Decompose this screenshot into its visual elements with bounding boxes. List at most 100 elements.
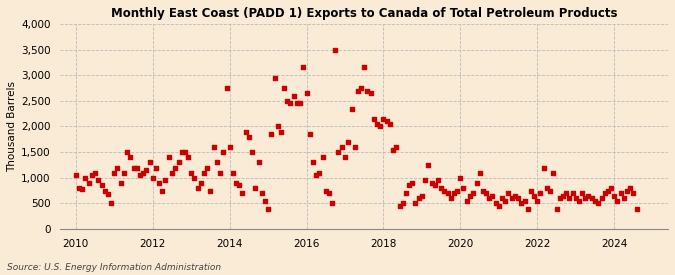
Point	[269, 76, 280, 80]
Point	[464, 194, 475, 198]
Point	[414, 196, 425, 200]
Point	[115, 181, 126, 185]
Point	[263, 206, 273, 211]
Point	[583, 194, 594, 198]
Point	[138, 170, 148, 175]
Point	[587, 196, 597, 200]
Point	[593, 201, 603, 206]
Point	[439, 188, 450, 193]
Point	[189, 175, 200, 180]
Point	[327, 201, 338, 206]
Point	[294, 101, 305, 106]
Point	[173, 160, 184, 165]
Point	[356, 86, 367, 90]
Point	[308, 160, 319, 165]
Y-axis label: Thousand Barrels: Thousand Barrels	[7, 81, 17, 172]
Point	[74, 186, 84, 190]
Point	[446, 196, 456, 200]
Point	[616, 191, 626, 195]
Point	[493, 204, 504, 208]
Point	[416, 194, 427, 198]
Point	[237, 191, 248, 195]
Point	[622, 188, 632, 193]
Point	[400, 191, 411, 195]
Point	[564, 196, 574, 200]
Point	[109, 170, 119, 175]
Point	[580, 196, 591, 200]
Point	[160, 178, 171, 183]
Point	[570, 196, 581, 200]
Point	[92, 178, 103, 183]
Point	[519, 199, 530, 203]
Point	[167, 170, 178, 175]
Point	[529, 194, 539, 198]
Point	[532, 199, 543, 203]
Point	[420, 178, 431, 183]
Title: Monthly East Coast (PADD 1) Exports to Canada of Total Petroleum Products: Monthly East Coast (PADD 1) Exports to C…	[111, 7, 618, 20]
Point	[404, 183, 414, 188]
Point	[321, 188, 331, 193]
Point	[333, 150, 344, 154]
Point	[279, 86, 290, 90]
Point	[574, 199, 585, 203]
Point	[304, 132, 315, 136]
Point	[227, 170, 238, 175]
Point	[208, 145, 219, 149]
Point	[260, 199, 271, 203]
Point	[452, 188, 463, 193]
Point	[234, 183, 244, 188]
Point	[398, 201, 408, 206]
Point	[221, 86, 232, 90]
Point	[567, 191, 578, 195]
Point	[426, 181, 437, 185]
Point	[516, 201, 526, 206]
Point	[539, 165, 549, 170]
Point	[391, 145, 402, 149]
Point	[106, 201, 117, 206]
Point	[625, 186, 636, 190]
Point	[352, 88, 363, 93]
Point	[272, 124, 283, 129]
Point	[618, 196, 629, 200]
Point	[163, 155, 174, 160]
Point	[628, 191, 639, 195]
Point	[394, 204, 405, 208]
Point	[346, 106, 357, 111]
Point	[86, 173, 97, 177]
Point	[119, 170, 130, 175]
Point	[359, 65, 370, 70]
Point	[475, 170, 485, 175]
Point	[337, 145, 348, 149]
Point	[141, 168, 152, 172]
Point	[497, 196, 508, 200]
Point	[371, 122, 382, 126]
Point	[224, 145, 235, 149]
Point	[385, 122, 396, 126]
Point	[246, 150, 257, 154]
Point	[577, 191, 588, 195]
Point	[471, 181, 482, 185]
Point	[349, 145, 360, 149]
Point	[198, 170, 209, 175]
Point	[510, 194, 520, 198]
Point	[196, 181, 207, 185]
Point	[589, 199, 600, 203]
Point	[429, 183, 440, 188]
Point	[462, 199, 472, 203]
Point	[314, 170, 325, 175]
Point	[442, 191, 453, 195]
Point	[192, 186, 203, 190]
Point	[513, 196, 524, 200]
Point	[147, 175, 158, 180]
Point	[285, 101, 296, 106]
Point	[99, 188, 110, 193]
Point	[154, 181, 165, 185]
Point	[387, 147, 398, 152]
Point	[250, 186, 261, 190]
Point	[343, 140, 354, 144]
Point	[282, 99, 293, 103]
Point	[83, 181, 94, 185]
Point	[500, 199, 511, 203]
Point	[256, 191, 267, 195]
Point	[122, 150, 132, 154]
